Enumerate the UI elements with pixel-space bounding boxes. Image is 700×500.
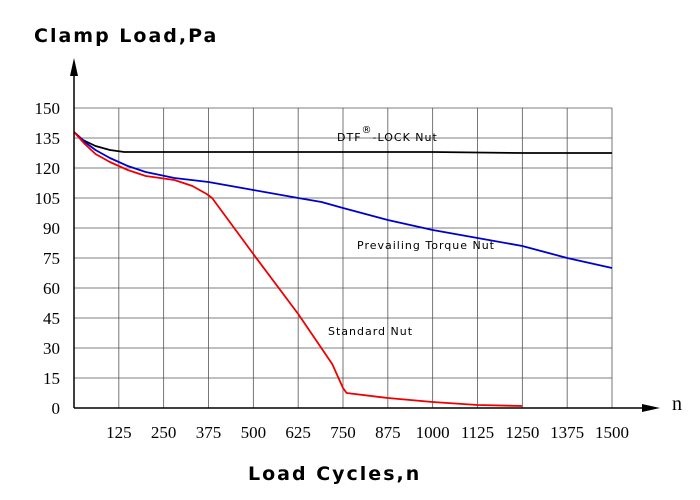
y-tick-label-90: 90 <box>43 219 60 238</box>
x-tick-label-500: 500 <box>241 423 267 442</box>
tick-labels: 0 15 30 45 60 75 90 105 120 135 150 125 250 375 500 625… <box>35 99 630 442</box>
series-label-standard: Standard Nut <box>328 325 413 338</box>
y-tick-label-150: 150 <box>35 99 61 118</box>
x-tick-label-125: 125 <box>106 423 132 442</box>
x-tick-label-875: 875 <box>375 423 401 442</box>
x-tick-label-1125: 1125 <box>461 423 494 442</box>
series-label-dtf-rest: -LOCK Nut <box>373 131 438 144</box>
y-axis-arrow <box>70 58 78 76</box>
y-tick-label-60: 60 <box>43 279 60 298</box>
y-tick-label-105: 105 <box>35 189 61 208</box>
series-label-prevailing-torque: Prevailing Torque Nut <box>357 239 495 252</box>
y-axis-title: Clamp Load,Pa <box>34 25 218 47</box>
y-tick-label-75: 75 <box>43 249 60 268</box>
series-line-standard-nut <box>73 131 523 407</box>
y-tick-label-135: 135 <box>35 129 61 148</box>
series-label-dtf-main: DTF <box>337 131 362 144</box>
series-line-dtf-lock-nut <box>73 131 612 154</box>
x-axis-symbol: n <box>672 393 682 415</box>
x-tick-label-1500: 1500 <box>595 423 629 442</box>
x-tick-label-1375: 1375 <box>550 423 584 442</box>
y-tick-label-15: 15 <box>43 369 60 388</box>
y-tick-label-0: 0 <box>52 399 61 418</box>
y-tick-label-45: 45 <box>43 309 60 328</box>
registered-mark: ® <box>362 125 373 136</box>
grid <box>74 107 613 408</box>
x-tick-label-750: 750 <box>330 423 356 442</box>
y-tick-label-120: 120 <box>35 159 61 178</box>
x-tick-label-1250: 1250 <box>505 423 539 442</box>
x-tick-label-250: 250 <box>151 423 177 442</box>
x-axis-title: Load Cycles,n <box>248 463 421 485</box>
x-axis-arrow <box>642 404 660 412</box>
x-tick-label-625: 625 <box>285 423 311 442</box>
series-line-prevailing-torque-nut <box>73 131 613 269</box>
y-tick-label-30: 30 <box>43 339 60 358</box>
series-lines <box>73 131 613 407</box>
x-tick-label-1000: 1000 <box>416 423 450 442</box>
x-tick-label-375: 375 <box>196 423 222 442</box>
series-label-dtf-lock: DTF®-LOCK Nut <box>337 125 438 144</box>
